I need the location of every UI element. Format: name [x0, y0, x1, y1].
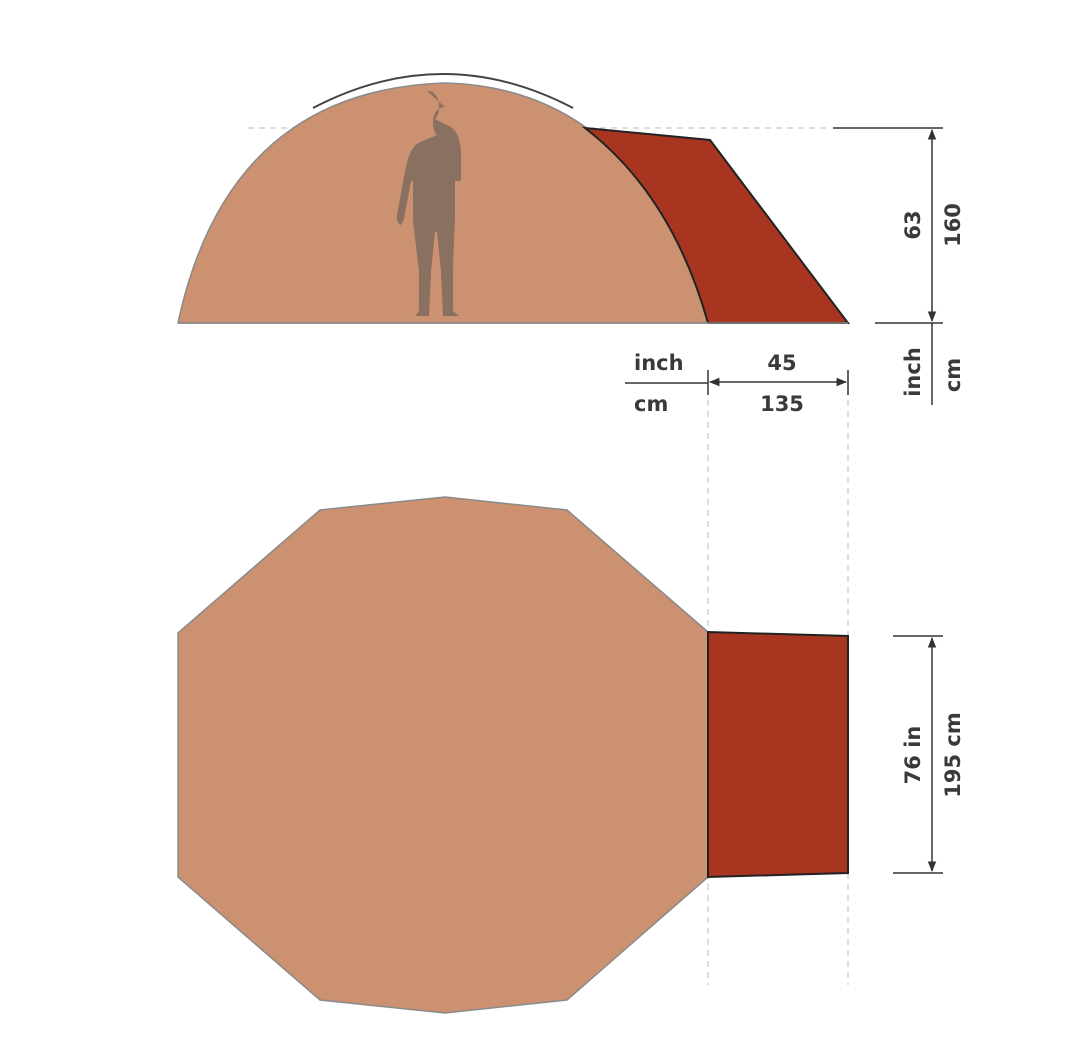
side-view: 63 160 inch cm inch cm 45 135 [177, 73, 965, 985]
width-inch: 76 in [901, 726, 925, 785]
width-cm: 195 cm [941, 712, 965, 797]
tent-floor-octagon [177, 496, 709, 1014]
length-unit-cm: cm [634, 392, 668, 416]
length-cm: 135 [760, 392, 804, 416]
height-unit-cm: cm [941, 358, 965, 392]
length-inch: 45 [767, 351, 796, 375]
height-unit-inch: inch [901, 347, 925, 397]
height-cm: 160 [941, 203, 965, 247]
height-inch: 63 [901, 210, 925, 239]
person-silhouette-icon [396, 91, 461, 316]
top-view: 76 in 195 cm [177, 496, 965, 1014]
length-unit-inch: inch [634, 351, 684, 375]
pole-arc [312, 73, 574, 109]
vestibule-floor [707, 630, 849, 879]
